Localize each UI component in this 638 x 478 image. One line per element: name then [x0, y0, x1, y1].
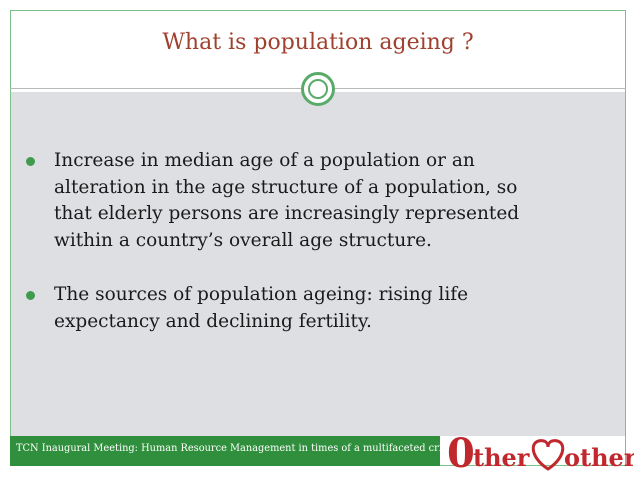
heart-icon — [531, 439, 565, 471]
footer-text: TCN Inaugural Meeting: Human Resource Ma… — [16, 443, 456, 454]
other-mother-logo: 0 ther other — [447, 432, 634, 474]
bullet-line: that elderly persons are increasingly re… — [54, 203, 520, 224]
bullet-line: within a country’s overall age structure… — [54, 229, 432, 251]
bullet-dot-icon — [26, 157, 35, 166]
bullet-line: Increase in median age of a population o… — [54, 150, 475, 171]
bullet-line: alteration in the age structure of a pop… — [54, 176, 518, 198]
slide-title: What is population ageing ? — [162, 30, 474, 55]
ring-ornament-icon — [301, 72, 335, 106]
bullet-item: Increase in median age of a population o… — [20, 148, 580, 254]
footer-bar: TCN Inaugural Meeting: Human Resource Ma… — [10, 436, 455, 466]
logo-initial: 0 — [447, 432, 475, 474]
bullet-dot-icon — [26, 291, 35, 300]
bullet-item: The sources of population ageing: rising… — [20, 282, 580, 335]
logo-left-word: ther — [473, 443, 530, 472]
inner-ring-icon — [308, 79, 328, 99]
bullet-line: expectancy and declining fertility. — [54, 310, 372, 332]
logo-right-word: other — [564, 443, 634, 472]
content-area — [11, 92, 625, 436]
bullet-list: Increase in median age of a population o… — [20, 148, 580, 363]
bullet-line: The sources of population ageing: rising… — [54, 284, 469, 305]
